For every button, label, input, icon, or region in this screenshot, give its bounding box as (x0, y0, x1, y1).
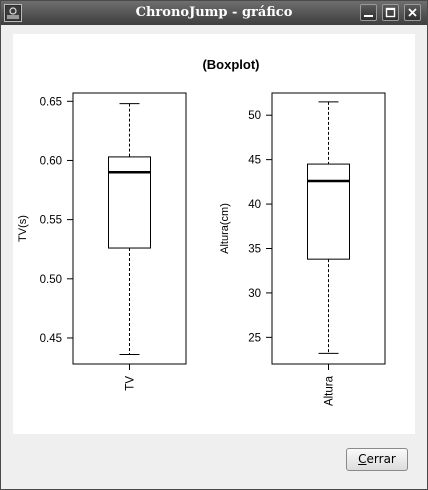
y-axis-label: TV(s) (17, 215, 29, 242)
y-tick-label: 50 (248, 110, 261, 122)
title-bar[interactable]: ChronoJump - gráfico (1, 1, 427, 25)
y-tick-label: 40 (248, 199, 261, 211)
maximize-button[interactable] (382, 4, 399, 21)
window-title: ChronoJump - gráfico (135, 5, 293, 20)
cerrar-label-rest: errar (366, 452, 396, 466)
y-tick-label: 35 (248, 243, 261, 255)
y-tick-label: 0.55 (40, 215, 62, 227)
y-tick-label: 30 (248, 288, 261, 300)
y-tick-label: 0.50 (40, 274, 62, 286)
y-tick-label: 45 (248, 155, 261, 167)
close-window-button[interactable] (404, 4, 421, 21)
app-icon[interactable] (4, 4, 22, 22)
y-tick-label: 0.45 (40, 333, 62, 345)
iqr-box (108, 156, 151, 249)
cerrar-button[interactable]: Cerrar (346, 448, 408, 471)
plot-area: (Boxplot) 0.45 0.50 0.55 0.60 0.65 TV TV(s) 25 30… (13, 34, 415, 434)
x-category-label: TV (125, 376, 137, 391)
cerrar-mnemonic: C (358, 452, 367, 466)
iqr-box (307, 163, 350, 260)
minimize-icon (364, 15, 373, 17)
y-tick-label: 0.65 (40, 96, 62, 108)
boxplot-chart: (Boxplot) 0.45 0.50 0.55 0.60 0.65 TV TV(s) 25 30… (17, 57, 386, 406)
y-tick-label: 25 (248, 332, 261, 344)
y-axis-label: Altura(cm) (219, 203, 231, 254)
x-category-label: Altura (324, 375, 336, 406)
chart-title: (Boxplot) (202, 57, 259, 72)
y-tick-label: 0.60 (40, 155, 62, 167)
minimize-button[interactable] (360, 4, 377, 21)
maximize-icon (385, 7, 396, 18)
close-icon (408, 8, 417, 17)
